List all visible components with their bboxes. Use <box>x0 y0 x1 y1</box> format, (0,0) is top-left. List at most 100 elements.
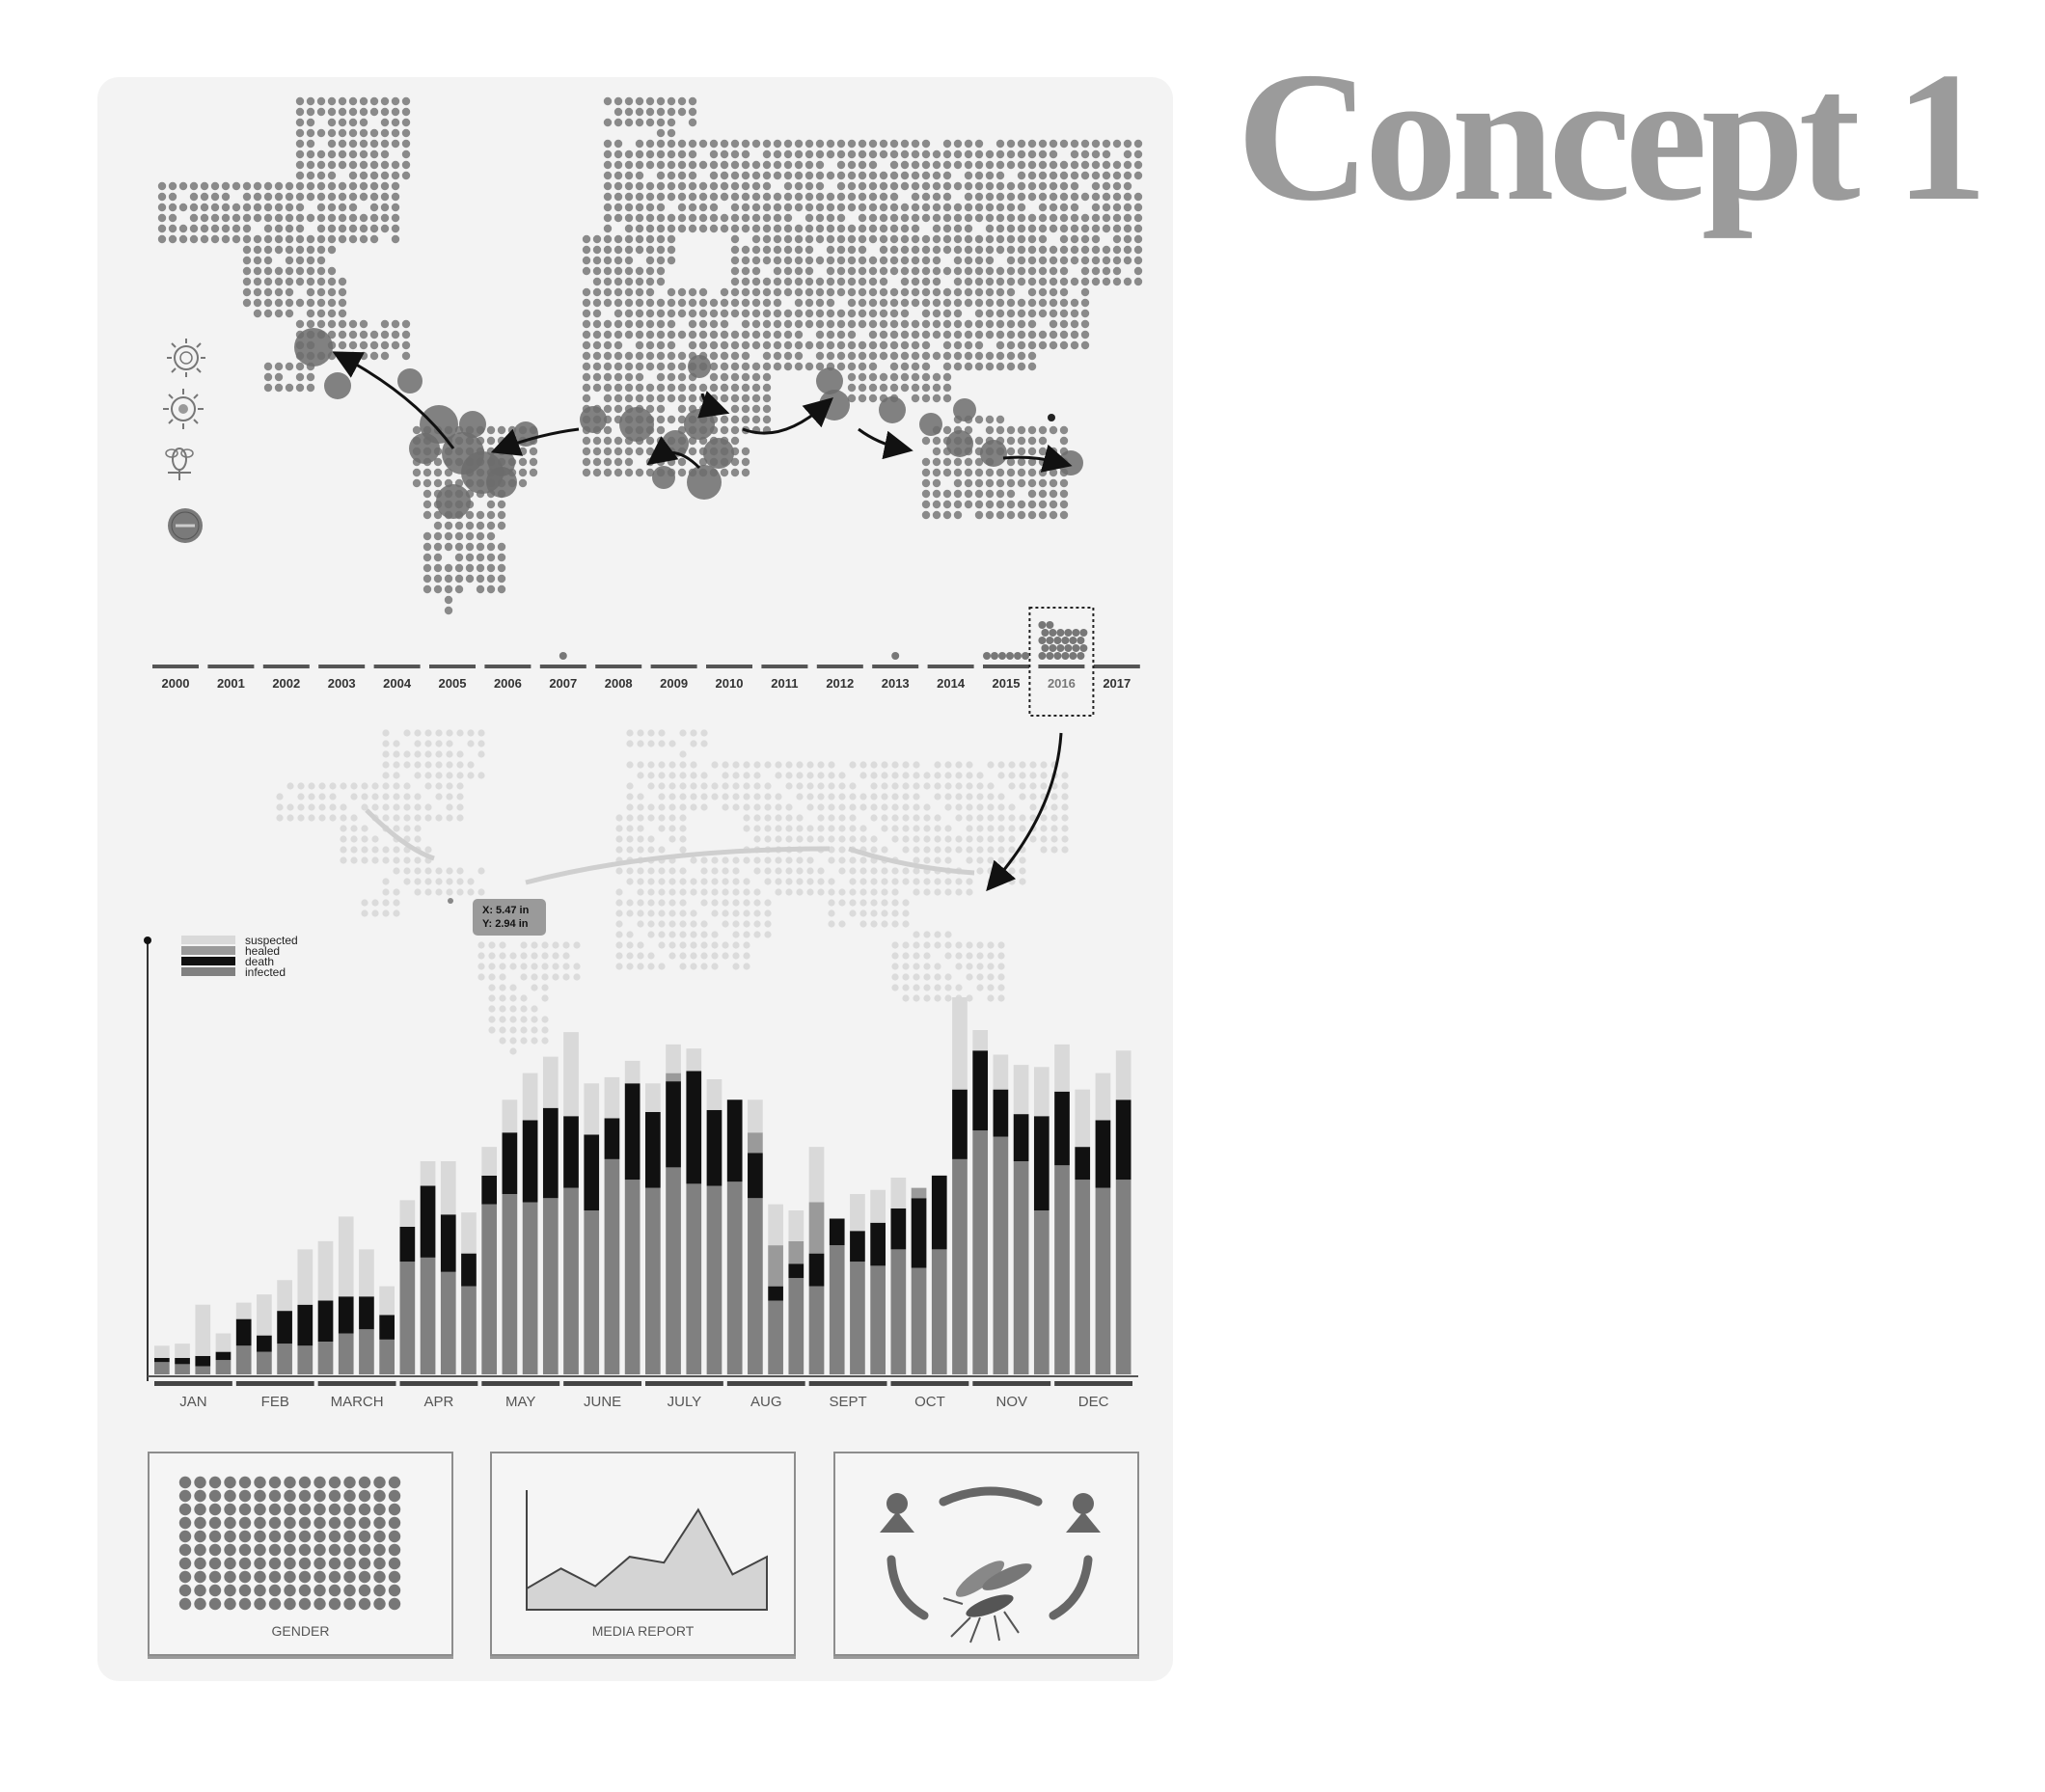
bar-segment-suspected[interactable] <box>317 1240 334 1301</box>
bar-segment-infected[interactable] <box>154 1362 170 1374</box>
hotspot-circle[interactable] <box>652 466 675 489</box>
gender-card[interactable]: GENDER <box>148 1452 453 1656</box>
bar-segment-death[interactable] <box>726 1100 743 1182</box>
bar-segment-infected[interactable] <box>235 1345 252 1374</box>
month-label[interactable]: JUNE <box>584 1394 621 1410</box>
bar-segment-infected[interactable] <box>420 1257 436 1374</box>
hotspot-circle[interactable] <box>946 430 973 457</box>
bar-segment-infected[interactable] <box>993 1136 1009 1375</box>
bar-segment-suspected[interactable] <box>399 1200 416 1227</box>
bar-segment-suspected[interactable] <box>461 1212 477 1254</box>
hotspot-circle[interactable] <box>703 438 734 469</box>
bar-segment-death[interactable] <box>563 1116 579 1188</box>
bar-segment-suspected[interactable] <box>686 1048 702 1072</box>
timeline-year-label[interactable]: 2016 <box>1048 676 1076 691</box>
bar-segment-suspected[interactable] <box>1033 1067 1050 1117</box>
bar-segment-death[interactable] <box>1013 1114 1029 1161</box>
bar-segment-suspected[interactable] <box>808 1147 825 1203</box>
bar-segment-infected[interactable] <box>748 1198 763 1374</box>
bar-segment-death[interactable] <box>870 1222 886 1266</box>
timeline-year-label[interactable]: 2003 <box>328 676 356 691</box>
bar-segment-death[interactable] <box>911 1198 927 1268</box>
bar-segment-infected[interactable] <box>1115 1180 1132 1374</box>
bar-segment-death[interactable] <box>481 1175 498 1205</box>
month-label[interactable]: JULY <box>668 1394 702 1410</box>
bar-segment-death[interactable] <box>379 1315 395 1340</box>
bar-segment-death[interactable] <box>768 1286 783 1301</box>
bar-segment-infected[interactable] <box>502 1194 518 1374</box>
bar-segment-suspected[interactable] <box>215 1333 232 1352</box>
hotspot-circle[interactable] <box>459 411 486 438</box>
bar-segment-infected[interactable] <box>317 1342 334 1374</box>
month-label[interactable]: JAN <box>179 1394 206 1410</box>
transmission-card[interactable] <box>833 1452 1139 1656</box>
bar-segment-suspected[interactable] <box>584 1083 600 1135</box>
bar-segment-death[interactable] <box>952 1089 968 1159</box>
bar-segment-infected[interactable] <box>890 1249 907 1374</box>
hotspot-circle[interactable] <box>436 484 471 519</box>
bar-segment-death[interactable] <box>175 1358 190 1365</box>
bar-segment-death[interactable] <box>788 1263 804 1279</box>
bar-segment-infected[interactable] <box>1095 1187 1111 1374</box>
bar-segment-suspected[interactable] <box>359 1249 374 1297</box>
bar-segment-infected[interactable] <box>645 1187 661 1374</box>
bar-segment-death[interactable] <box>1115 1100 1132 1181</box>
bar-segment-death[interactable] <box>584 1134 600 1210</box>
bar-segment-death[interactable] <box>993 1089 1009 1137</box>
bar-segment-suspected[interactable] <box>481 1147 498 1176</box>
bar-segment-suspected[interactable] <box>1075 1089 1091 1148</box>
bar-segment-infected[interactable] <box>195 1366 211 1375</box>
bar-segment-suspected[interactable] <box>379 1286 395 1316</box>
bar-segment-infected[interactable] <box>952 1158 968 1374</box>
bar-segment-death[interactable] <box>502 1132 518 1194</box>
bar-segment-death[interactable] <box>624 1083 641 1181</box>
bar-segment-infected[interactable] <box>972 1130 989 1374</box>
bar-segment-healed[interactable] <box>768 1245 783 1287</box>
bar-segment-suspected[interactable] <box>563 1032 579 1117</box>
bar-segment-death[interactable] <box>257 1335 272 1352</box>
timeline-year-label[interactable]: 2013 <box>882 676 910 691</box>
bar-segment-death[interactable] <box>215 1351 232 1361</box>
bar-segment-death[interactable] <box>420 1185 436 1258</box>
bar-segment-healed[interactable] <box>748 1132 763 1154</box>
timeline-year-label[interactable]: 2011 <box>771 676 798 691</box>
timeline-year-label[interactable]: 2010 <box>716 676 744 691</box>
bar-segment-infected[interactable] <box>1013 1161 1029 1374</box>
bar-segment-infected[interactable] <box>1075 1180 1091 1374</box>
bar-segment-death[interactable] <box>317 1300 334 1343</box>
hotspot-circle[interactable] <box>488 449 515 476</box>
bar-segment-death[interactable] <box>666 1081 681 1168</box>
bar-segment-infected[interactable] <box>829 1245 845 1374</box>
bar-segment-death[interactable] <box>1054 1091 1070 1166</box>
bar-segment-death[interactable] <box>972 1050 989 1131</box>
bar-segment-infected[interactable] <box>175 1364 190 1374</box>
bar-segment-infected[interactable] <box>768 1300 783 1375</box>
bar-segment-infected[interactable] <box>563 1187 579 1374</box>
bar-segment-infected[interactable] <box>931 1249 947 1374</box>
hotspot-circle[interactable] <box>486 467 517 498</box>
month-label[interactable]: APR <box>423 1394 453 1410</box>
bar-segment-infected[interactable] <box>215 1360 232 1374</box>
bar-segment-healed[interactable] <box>788 1240 804 1264</box>
bar-segment-death[interactable] <box>645 1112 661 1188</box>
bar-segment-suspected[interactable] <box>235 1302 252 1319</box>
bar-segment-infected[interactable] <box>666 1167 681 1374</box>
hotspot-circle[interactable] <box>409 433 440 464</box>
bar-segment-suspected[interactable] <box>195 1304 211 1356</box>
timeline-year-label[interactable]: 2015 <box>993 676 1021 691</box>
bar-segment-infected[interactable] <box>911 1267 927 1375</box>
bar-segment-death[interactable] <box>461 1253 477 1287</box>
bar-segment-death[interactable] <box>829 1218 845 1246</box>
month-label[interactable]: FEB <box>261 1394 289 1410</box>
bar-segment-infected[interactable] <box>1054 1165 1070 1374</box>
hotspot-circle[interactable] <box>919 413 942 436</box>
bar-segment-death[interactable] <box>154 1358 170 1363</box>
timeline-year-label[interactable]: 2005 <box>439 676 467 691</box>
month-label[interactable]: MAY <box>505 1394 535 1410</box>
bar-segment-suspected[interactable] <box>502 1100 518 1133</box>
hotspot-circle[interactable] <box>397 368 423 394</box>
bar-segment-suspected[interactable] <box>952 997 968 1090</box>
timeline-year-label[interactable]: 2017 <box>1103 676 1131 691</box>
month-label[interactable]: MARCH <box>331 1394 384 1410</box>
month-label[interactable]: OCT <box>914 1394 945 1410</box>
